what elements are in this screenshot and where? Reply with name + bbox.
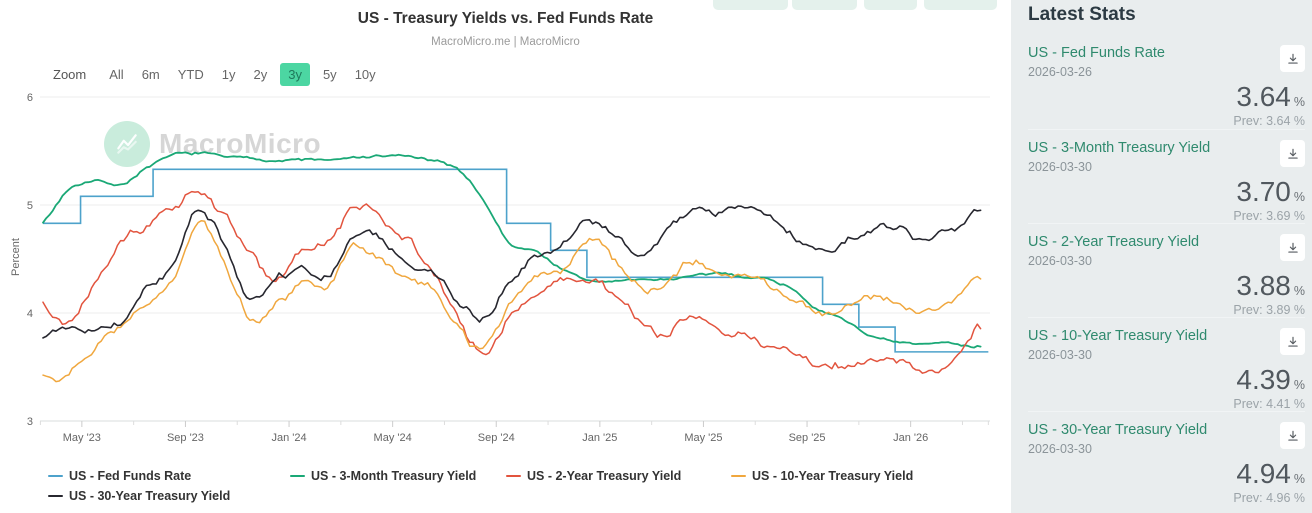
legend-label: US - 3-Month Treasury Yield <box>311 469 477 483</box>
stat-prev: Prev: 3.64 % <box>1233 114 1305 128</box>
svg-text:6: 6 <box>27 92 33 104</box>
stat-name[interactable]: US - 3-Month Treasury Yield <box>1028 140 1211 156</box>
legend-item[interactable]: US - 10-Year Treasury Yield <box>731 469 913 483</box>
download-button[interactable] <box>1280 45 1305 72</box>
range-button-10y[interactable]: 10y <box>350 63 381 86</box>
download-icon <box>1287 148 1298 159</box>
chart-subtitle: MacroMicro.me | MacroMicro <box>431 36 580 48</box>
download-button[interactable] <box>1280 328 1305 355</box>
chart-title: US - Treasury Yields vs. Fed Funds Rate <box>357 10 654 27</box>
stat-date: 2026-03-30 <box>1028 254 1092 268</box>
legend-label: US - Fed Funds Rate <box>69 469 192 483</box>
range-button-ytd[interactable]: YTD <box>173 63 209 86</box>
svg-text:May '25: May '25 <box>684 432 722 444</box>
download-icon <box>1287 53 1298 64</box>
legend-label: US - 2-Year Treasury Yield <box>527 469 682 483</box>
svg-text:3: 3 <box>27 416 33 428</box>
stat-date: 2026-03-30 <box>1028 160 1092 174</box>
legend-line-icon <box>290 474 305 478</box>
cropped-button[interactable] <box>713 0 788 10</box>
stat-prev: Prev: 3.89 % <box>1233 303 1305 317</box>
stat-date: 2026-03-26 <box>1028 65 1092 79</box>
svg-text:May '23: May '23 <box>63 432 101 444</box>
svg-text:Sep '24: Sep '24 <box>478 432 515 444</box>
stat-card: US - 3-Month Treasury Yield 2026-03-30 3.7… <box>1028 129 1305 223</box>
svg-text:Jan '25: Jan '25 <box>582 432 617 444</box>
stat-prev: Prev: 4.96 % <box>1233 491 1305 505</box>
svg-text:Jan '24: Jan '24 <box>271 432 306 444</box>
range-toolbar: Zoom All 6m YTD 1y 2y 3y 5y 10y <box>53 63 385 86</box>
stat-date: 2026-03-30 <box>1028 442 1092 456</box>
svg-text:5: 5 <box>27 200 33 212</box>
chart-panel: US - Treasury Yields vs. Fed Funds Rate … <box>0 0 1011 513</box>
range-buttons: All 6m YTD 1y 2y 3y 5y 10y <box>100 63 384 86</box>
range-button-1y[interactable]: 1y <box>217 63 241 86</box>
svg-text:Sep '23: Sep '23 <box>167 432 204 444</box>
download-button[interactable] <box>1280 422 1305 449</box>
stat-value: 4.94% <box>1236 458 1305 489</box>
legend-item[interactable]: US - 3-Month Treasury Yield <box>290 469 476 483</box>
stat-name[interactable]: US - 30-Year Treasury Yield <box>1028 422 1208 438</box>
stat-date: 2026-03-30 <box>1028 348 1092 362</box>
sidebar-title: Latest Stats <box>1028 4 1136 25</box>
cropped-button[interactable] <box>792 0 857 10</box>
stats-list: US - Fed Funds Rate 2026-03-26 3.64% Prev: … <box>1028 35 1305 505</box>
stat-value: 3.64% <box>1236 81 1305 112</box>
legend-line-icon <box>506 474 521 478</box>
stat-name[interactable]: US - Fed Funds Rate <box>1028 45 1165 61</box>
svg-text:Jan '26: Jan '26 <box>893 432 928 444</box>
stat-name[interactable]: US - 2-Year Treasury Yield <box>1028 234 1200 250</box>
chart-svg[interactable]: 6 5 4 3 May '23 Sep '23 Jan '24 May '24 Sep '24 J… <box>0 0 1011 513</box>
legend-item[interactable]: US - 30-Year Treasury Yield <box>48 489 230 503</box>
stat-card: US - 10-Year Treasury Yield 2026-03-30 4.3… <box>1028 317 1305 411</box>
stat-card: US - Fed Funds Rate 2026-03-26 3.64% Prev: … <box>1028 35 1305 129</box>
range-button-6m[interactable]: 6m <box>137 63 165 86</box>
range-button-3y[interactable]: 3y <box>280 63 310 86</box>
range-button-all[interactable]: All <box>104 63 128 86</box>
cropped-button[interactable] <box>864 0 917 10</box>
legend-line-icon <box>48 474 63 478</box>
legend-label: US - 10-Year Treasury Yield <box>752 469 914 483</box>
stat-value: 3.88% <box>1236 270 1305 301</box>
legend-item[interactable]: US - 2-Year Treasury Yield <box>506 469 681 483</box>
range-button-2y[interactable]: 2y <box>248 63 272 86</box>
download-button[interactable] <box>1280 140 1305 167</box>
download-button[interactable] <box>1280 234 1305 261</box>
legend-line-icon <box>731 474 746 478</box>
legend-item[interactable]: US - Fed Funds Rate <box>48 469 191 483</box>
cropped-button[interactable] <box>924 0 997 10</box>
stat-name[interactable]: US - 10-Year Treasury Yield <box>1028 328 1208 344</box>
download-icon <box>1287 430 1298 441</box>
stat-value: 4.39% <box>1236 364 1305 395</box>
latest-stats-sidebar: Latest Stats US - Fed Funds Rate 2026-03-… <box>1011 0 1312 513</box>
stat-value: 3.70% <box>1236 176 1305 207</box>
download-icon <box>1287 242 1298 253</box>
svg-text:Sep '25: Sep '25 <box>789 432 826 444</box>
stat-prev: Prev: 4.41 % <box>1233 397 1305 411</box>
download-icon <box>1287 336 1298 347</box>
stat-card: US - 2-Year Treasury Yield 2026-03-30 3.88… <box>1028 223 1305 317</box>
svg-text:May '24: May '24 <box>374 432 412 444</box>
zoom-label: Zoom <box>53 67 87 82</box>
range-button-5y[interactable]: 5y <box>318 63 342 86</box>
legend-line-icon <box>48 494 63 498</box>
legend-label: US - 30-Year Treasury Yield <box>69 489 231 503</box>
stat-card: US - 30-Year Treasury Yield 2026-03-30 4.9… <box>1028 411 1305 505</box>
svg-text:4: 4 <box>27 308 33 320</box>
stat-prev: Prev: 3.69 % <box>1233 209 1305 223</box>
